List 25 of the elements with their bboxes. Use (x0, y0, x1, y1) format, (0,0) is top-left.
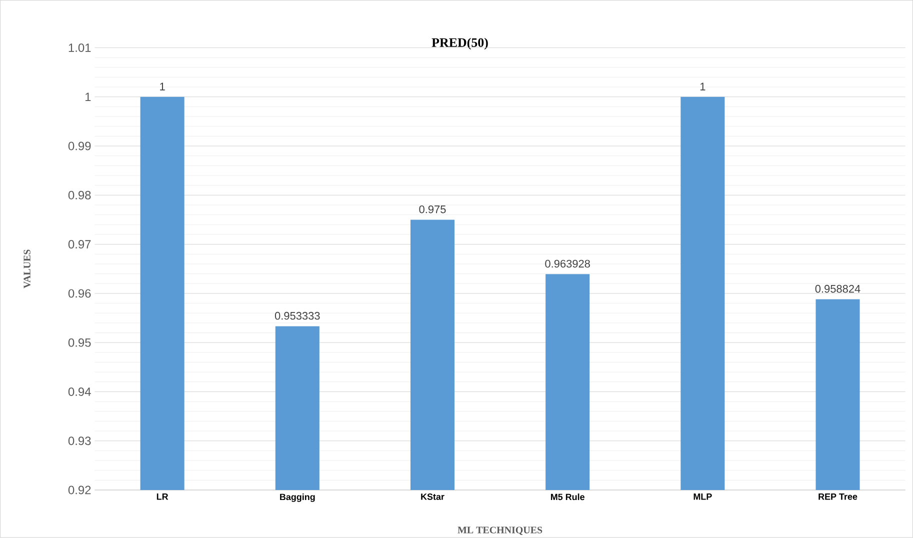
y-tick-label: 0.98 (68, 190, 91, 200)
y-tick-label: 1 (86, 92, 91, 101)
y-tick-label: 0.93 (68, 436, 91, 445)
y-tick-label: 1.01 (68, 43, 91, 52)
y-tick-label: 0.95 (68, 338, 91, 347)
x-tick-label: MLP (694, 493, 712, 500)
x-tick-label: KStar (421, 493, 444, 500)
x-tick-label: REP Tree (818, 493, 858, 500)
chart-title: PRED(50) (432, 38, 488, 50)
data-label: 1 (160, 82, 165, 90)
y-tick-label: 0.99 (68, 142, 91, 150)
y-tick-label: 0.97 (68, 240, 91, 248)
x-axis-title: ML TECHNIQUES (458, 526, 542, 535)
y-axis-title: VALUES (24, 250, 30, 288)
y-tick-label: 0.96 (68, 289, 91, 298)
data-label: 1 (700, 82, 706, 90)
x-tick-label: LR (156, 493, 168, 500)
x-tick-label: M5 Rule (550, 493, 584, 500)
data-label: 0.975 (419, 205, 446, 214)
data-label: 0.958824 (815, 284, 860, 293)
data-label: 0.963928 (545, 260, 590, 268)
y-tick-label: 0.94 (68, 387, 91, 396)
y-tick-label: 0.92 (68, 486, 91, 494)
data-label: 0.953333 (274, 312, 320, 320)
x-tick-label: Bagging (280, 493, 315, 502)
